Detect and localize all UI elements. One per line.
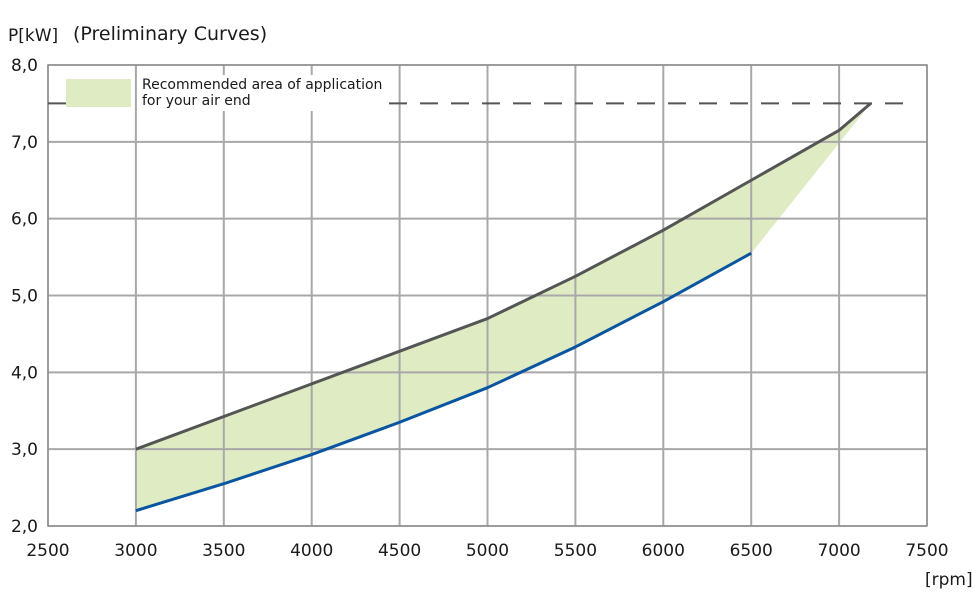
y-tick-label: 6,0: [11, 210, 38, 230]
x-tick-label: 2500: [26, 541, 69, 561]
legend-swatch: [66, 79, 131, 107]
x-tick-label: 3000: [114, 541, 157, 561]
upper-limit-curve: [135, 102, 872, 451]
x-tick-label: 3500: [202, 541, 245, 561]
plot-frame: [47, 64, 928, 527]
legend-label-line2: for your air end: [142, 93, 251, 109]
y-tick-label: 7,0: [11, 133, 38, 153]
y-tick-label: 8,0: [11, 56, 38, 76]
x-tick-label: 6000: [642, 541, 685, 561]
x-tick-label: 5000: [466, 541, 509, 561]
x-tick-label: 7500: [905, 541, 948, 561]
grid: [47, 64, 928, 527]
x-tick-label: 7000: [817, 541, 860, 561]
y-tick-label: 3,0: [11, 440, 38, 460]
y-tick-label: 5,0: [11, 287, 38, 307]
x-axis-label: [rpm]: [925, 570, 973, 590]
recommended-area: [135, 103, 871, 511]
x-tick-label: 6500: [730, 541, 773, 561]
series-layer: [135, 102, 872, 513]
lower-limit-curve: [135, 251, 752, 513]
tick-labels: 2500 3000 3500 4000 4500 5000 5500 6000 6500 7000…: [11, 56, 949, 561]
legend-label-line1: Recommended area of application: [142, 77, 383, 93]
y-axis-label: P[kW]: [8, 26, 59, 46]
recommended-area-fill: [135, 103, 871, 511]
x-tick-label: 4500: [378, 541, 421, 561]
x-tick-label: 5500: [554, 541, 597, 561]
x-tick-label: 4000: [290, 541, 333, 561]
legend-text-bg: [137, 75, 377, 111]
y-tick-label: 2,0: [11, 517, 38, 537]
chart-title: (Preliminary Curves): [73, 23, 268, 45]
y-tick-label: 4,0: [11, 363, 38, 383]
